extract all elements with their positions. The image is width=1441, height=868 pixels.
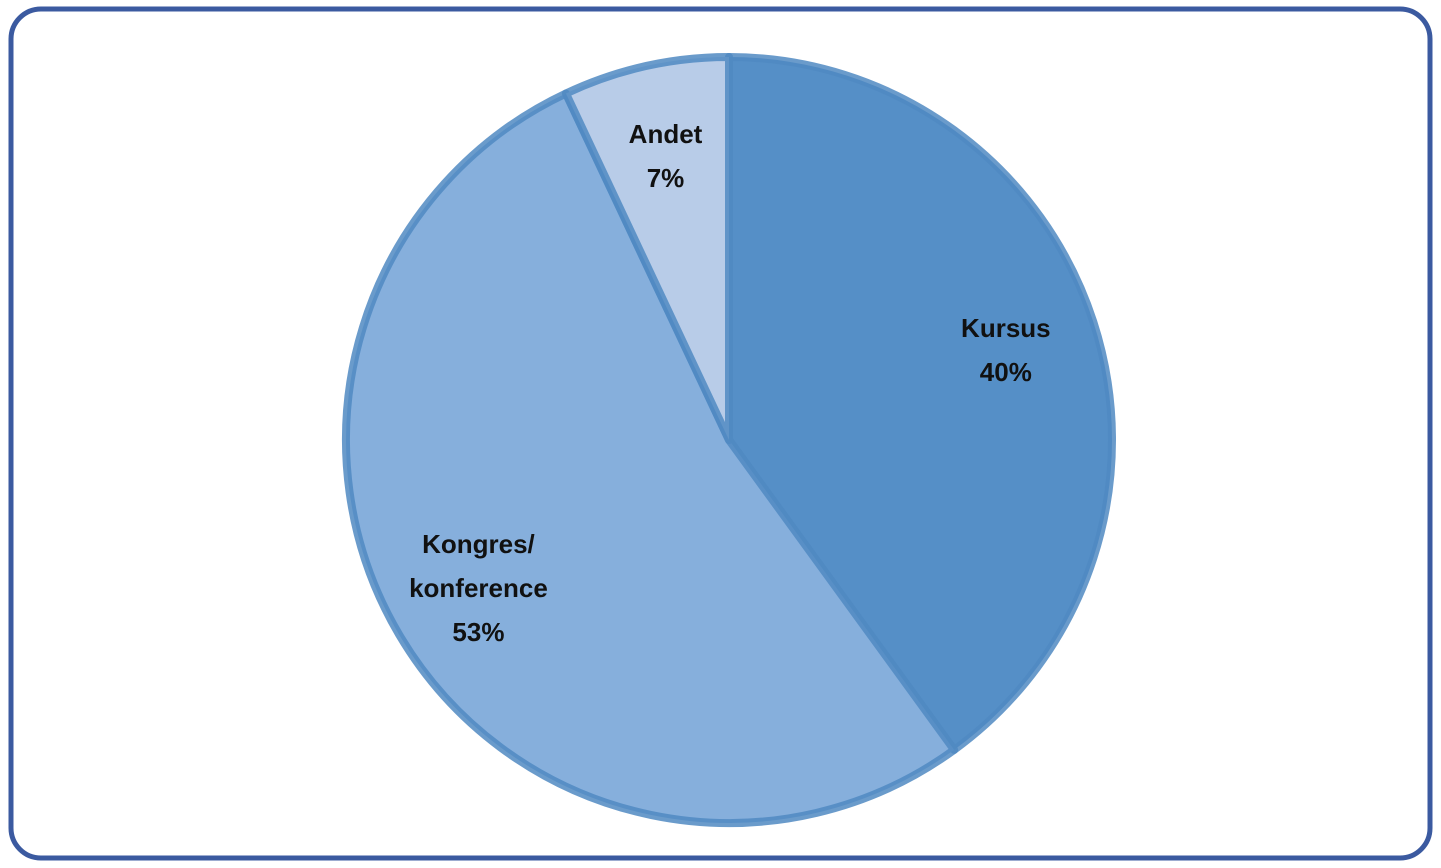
value-label: 53% [452, 617, 505, 648]
category-label: Kongres/ konference [409, 529, 548, 604]
value-label: 40% [979, 357, 1032, 388]
value-label: 7% [646, 162, 685, 193]
slice-label: Kursus 40% [961, 306, 1051, 394]
category-label: Andet [628, 118, 703, 149]
slice-label: Andet 7% [629, 112, 703, 200]
pie-slice [342, 89, 959, 827]
category-label: Kursus [961, 313, 1051, 344]
pie-slice [561, 53, 733, 444]
slice-label: Kongres/ konference 53% [409, 522, 548, 654]
pie-slice [725, 53, 1116, 754]
